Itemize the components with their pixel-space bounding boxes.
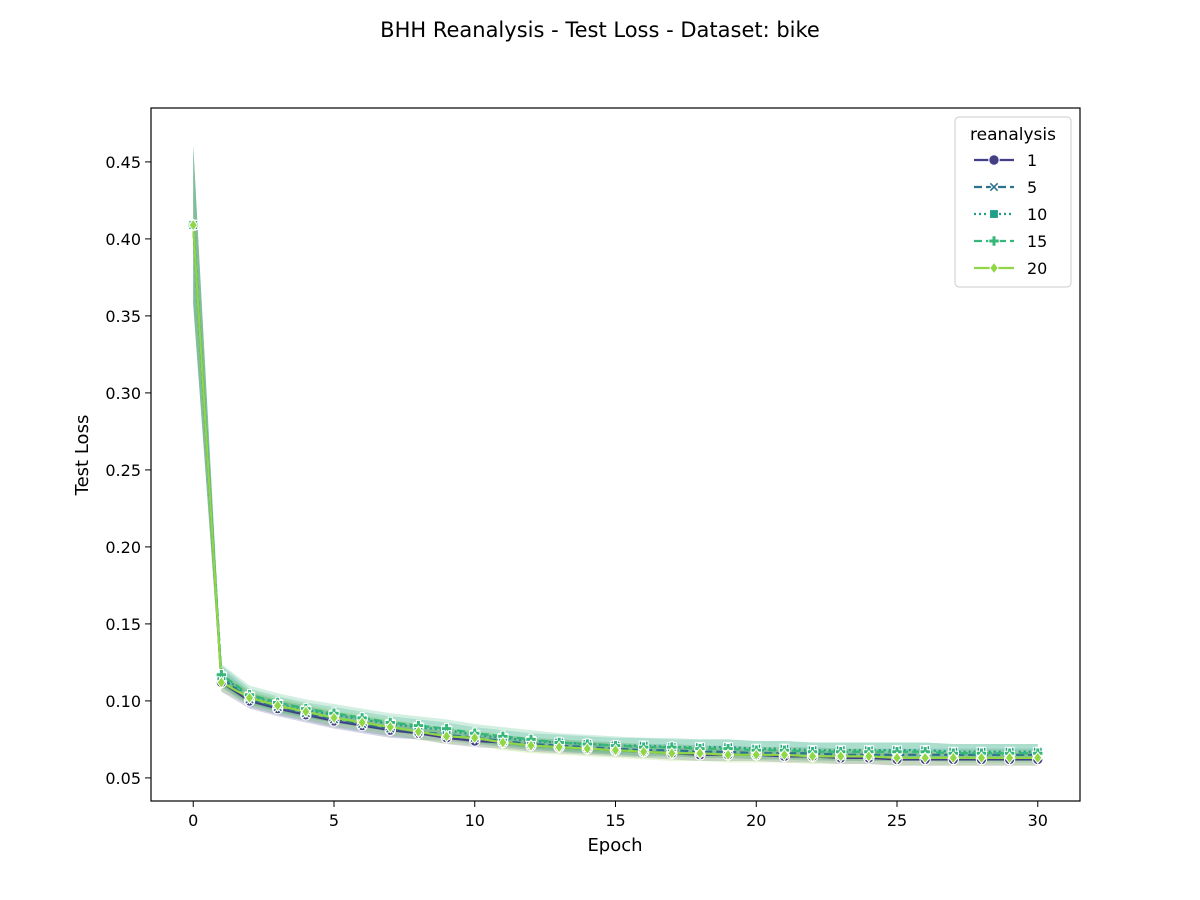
point-series-20 [976,751,987,765]
x-tick-label: 25 [887,811,907,830]
point-series-20 [216,675,227,689]
y-tick-label: 0.20 [105,538,141,557]
point-series-20 [695,746,705,760]
chart-title: BHH Reanalysis - Test Loss - Dataset: bi… [380,18,820,42]
y-tick-label: 0.45 [105,153,141,172]
x-axis-label: Epoch [587,835,642,856]
y-tick-label: 0.05 [105,769,141,788]
point-series-20 [723,748,733,762]
point-series-20 [892,751,902,765]
y-tick-label: 0.35 [105,307,141,326]
point-series-20 [188,218,199,232]
y-tick-label: 0.30 [105,384,141,403]
point-series-20 [807,749,818,763]
point-series-20 [329,711,339,725]
point-series-20 [779,748,790,762]
legend-label-1: 1 [1027,151,1037,170]
point-series-20 [441,729,452,743]
x-tick-label: 15 [605,811,625,830]
y-tick-label: 0.40 [105,230,141,249]
point-series-20 [244,691,255,705]
point-series-20 [920,751,930,765]
y-tick-label: 0.25 [105,461,141,480]
point-series-20 [1004,751,1015,765]
point-series-20 [835,749,846,763]
point-series-20 [526,738,536,753]
point-series-20 [582,742,593,756]
y-axis-label: Test Loss [72,415,93,497]
x-tick-label: 0 [188,811,198,830]
legend-label-10: 10 [1027,205,1047,224]
point-series-20 [554,740,564,754]
legend-marker-10 [989,209,999,219]
point-series-20 [385,720,396,734]
y-tick-label: 0.10 [105,692,141,711]
legend-marker-20 [989,261,999,275]
point-series-20 [948,751,959,765]
point-series-20 [357,715,367,730]
legend-marker-1 [988,154,1000,166]
legend-label-20: 20 [1027,259,1047,278]
x-tick-label: 5 [329,811,339,830]
x-tick-label: 20 [746,811,766,830]
point-series-20 [667,746,677,760]
legend-marker-15 [988,235,1000,247]
legend-label-5: 5 [1027,178,1037,197]
point-series-20 [301,705,311,719]
point-series-20 [751,748,762,762]
x-tick-label: 30 [1028,811,1048,830]
x-tick-label: 10 [465,811,485,830]
y-tick-label: 0.15 [105,615,141,634]
point-series-20 [413,725,424,739]
x-axis: 0 5 10 15 20 25 30 [188,801,1048,830]
point-series-20 [1032,751,1043,765]
point-series-20 [272,698,283,713]
point-series-20 [638,745,649,759]
point-series-20 [864,749,874,763]
point-series-20 [610,743,621,757]
series-markers [187,218,1044,766]
legend-title: reanalysis [970,125,1056,145]
legend-label-15: 15 [1027,232,1047,251]
legend-marker-5 [988,181,1000,193]
y-axis: 0.05 0.10 0.15 0.20 0.25 0.30 0.35 0.40 0.45 [105,153,151,788]
point-series-20 [469,731,480,745]
point-series-20 [498,735,508,750]
